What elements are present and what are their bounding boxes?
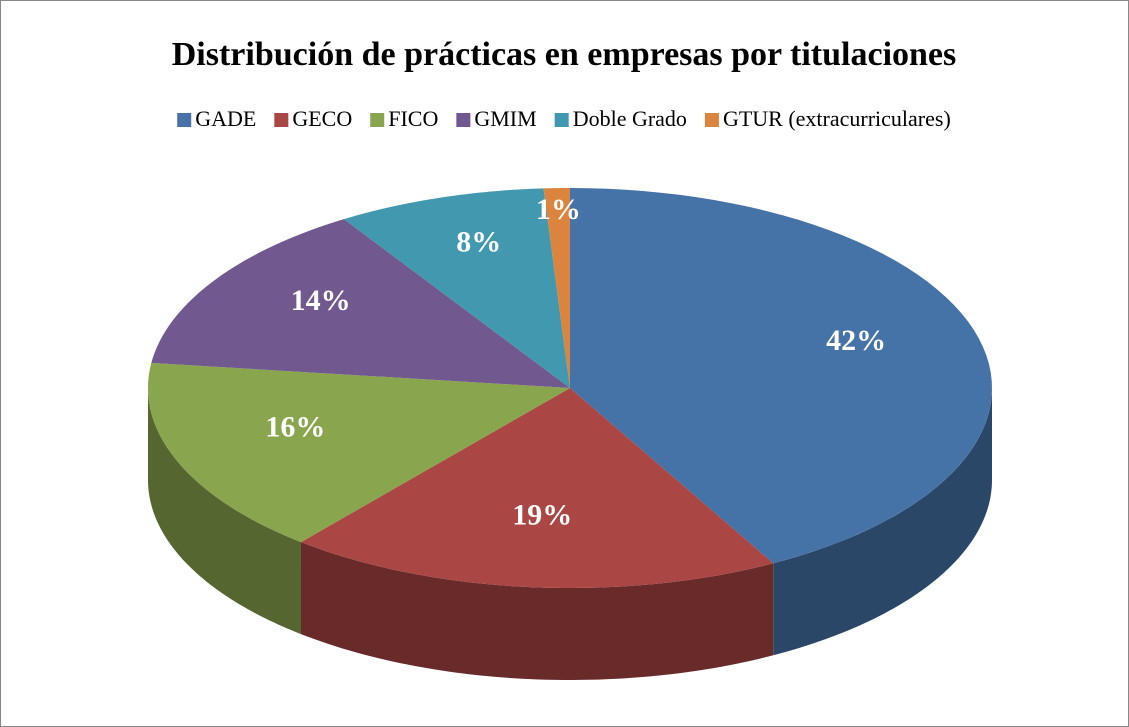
pie-slice	[570, 188, 992, 564]
legend-label: FICO	[388, 106, 438, 131]
value-label: 14%	[291, 284, 351, 317]
value-label: 8%	[456, 226, 501, 259]
legend-label: GECO	[292, 106, 352, 131]
value-label: 42%	[826, 324, 886, 357]
pie-slice	[343, 188, 570, 388]
pie-slice	[148, 362, 570, 543]
legend-label: Doble Grado	[573, 106, 687, 131]
chart-title: Distribución de prácticas en empresas po…	[172, 36, 957, 73]
legend: GADE GECO FICO GMIM Doble Grado GTUR (extracu…	[177, 106, 951, 131]
legend-label: GMIM	[474, 106, 536, 131]
legend-swatch	[456, 113, 471, 127]
value-label: 16%	[265, 410, 325, 443]
pie-sides	[148, 388, 992, 680]
pie-slice	[301, 388, 774, 588]
legend-swatch	[177, 113, 192, 127]
legend-swatch	[370, 113, 385, 127]
pie-slice-side	[148, 388, 302, 635]
pie-slice	[151, 219, 571, 388]
legend-swatch	[274, 113, 289, 127]
pie-slice	[543, 188, 570, 388]
pie-slice-side	[773, 388, 992, 656]
value-label: 1%	[536, 193, 581, 226]
pie-tops	[148, 188, 992, 588]
value-label: 19%	[512, 498, 572, 531]
legend-swatch	[554, 113, 569, 127]
pie-slice-side	[301, 542, 774, 680]
legend-label: GADE	[195, 106, 256, 131]
legend-label: GTUR (extracurriculares)	[723, 106, 951, 131]
legend-swatch	[704, 113, 719, 127]
pie-labels: 42% 19% 16% 14% 8% 1%	[265, 193, 886, 531]
